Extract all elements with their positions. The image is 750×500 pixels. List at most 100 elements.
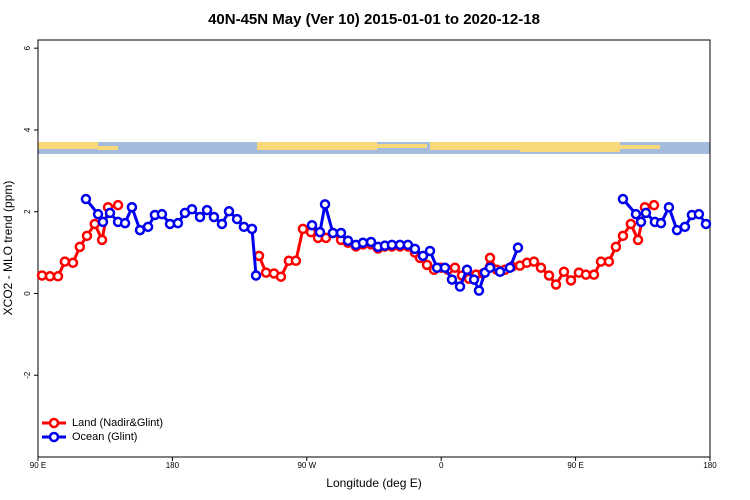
point <box>454 281 466 292</box>
point <box>52 271 64 282</box>
point <box>297 223 309 235</box>
point <box>74 241 86 253</box>
point <box>588 269 600 280</box>
x-axis-label: Longitude (deg E) <box>326 476 421 490</box>
point <box>223 206 235 217</box>
point <box>550 279 562 290</box>
point <box>630 208 642 220</box>
point <box>449 262 461 273</box>
legend-marker <box>48 431 60 443</box>
point <box>648 199 660 211</box>
point <box>528 256 540 267</box>
point <box>201 204 213 216</box>
land-ocean-strip <box>38 142 710 154</box>
x-tick-label: 0 <box>439 461 444 470</box>
point <box>535 262 547 273</box>
point <box>253 250 265 262</box>
point <box>89 218 100 230</box>
point <box>67 257 79 269</box>
point <box>216 218 228 230</box>
point <box>314 226 326 238</box>
point <box>617 193 629 205</box>
point <box>246 223 258 235</box>
point <box>306 219 318 231</box>
point <box>250 270 262 281</box>
point <box>655 217 667 229</box>
chart-title: 40N-45N May (Ver 10) 2015-01-01 to 2020-… <box>208 11 540 28</box>
point <box>417 250 429 262</box>
point <box>424 245 436 257</box>
point <box>468 274 480 285</box>
point <box>156 208 168 220</box>
plot-frame <box>37 39 711 458</box>
point <box>134 224 146 236</box>
point <box>208 211 220 223</box>
x-tick-label: 90 E <box>30 461 46 470</box>
point <box>126 201 138 213</box>
legend-label: Ocean (Glint) <box>72 431 137 443</box>
point <box>635 216 647 228</box>
point <box>461 264 473 276</box>
point <box>231 213 243 225</box>
point <box>663 201 675 213</box>
point <box>342 235 354 246</box>
y-tick-label: 0 <box>23 291 32 296</box>
y-tick-label: -2 <box>23 371 32 379</box>
point <box>625 218 637 230</box>
point <box>142 221 154 233</box>
point <box>81 230 93 242</box>
point <box>580 269 592 280</box>
point <box>640 207 652 219</box>
point <box>558 266 570 278</box>
point <box>700 218 712 230</box>
point <box>172 217 184 229</box>
point <box>473 285 485 296</box>
point <box>565 275 577 286</box>
point <box>104 207 116 219</box>
y-axis-label: XCO2 - MLO trend (ppm) <box>1 181 15 316</box>
y-tick-label: 2 <box>23 209 32 214</box>
point <box>543 270 555 281</box>
point <box>617 230 629 242</box>
point <box>238 221 250 233</box>
legend-marker <box>48 417 60 429</box>
point <box>80 193 92 205</box>
point <box>186 204 198 215</box>
point <box>44 271 56 282</box>
point <box>504 262 516 273</box>
point <box>693 208 705 220</box>
legend-label: Land (Nadir&Glint) <box>72 417 163 429</box>
x-tick-label: 90 W <box>297 461 316 470</box>
point <box>386 239 398 251</box>
x-tick-label: 180 <box>703 461 717 470</box>
point <box>319 199 331 210</box>
y-tick-label: 4 <box>23 127 32 132</box>
point <box>494 266 506 278</box>
point <box>96 234 108 246</box>
point <box>194 211 206 223</box>
point <box>92 208 104 220</box>
point <box>112 199 124 211</box>
point <box>603 256 615 267</box>
point <box>421 259 433 271</box>
point <box>59 256 71 267</box>
point <box>357 237 369 249</box>
point <box>610 241 622 253</box>
point <box>275 271 287 282</box>
x-tick-label: 90 E <box>567 461 583 470</box>
y-tick-label: 6 <box>23 45 32 50</box>
point <box>446 274 458 285</box>
x-tick-label: 180 <box>166 461 180 470</box>
point <box>439 262 451 273</box>
point <box>335 227 347 239</box>
point <box>679 221 691 233</box>
point <box>119 217 131 229</box>
point <box>409 243 421 255</box>
point <box>632 234 644 246</box>
point <box>512 242 524 253</box>
point <box>320 232 332 244</box>
point <box>327 227 339 239</box>
point <box>97 216 109 228</box>
point <box>484 262 496 273</box>
